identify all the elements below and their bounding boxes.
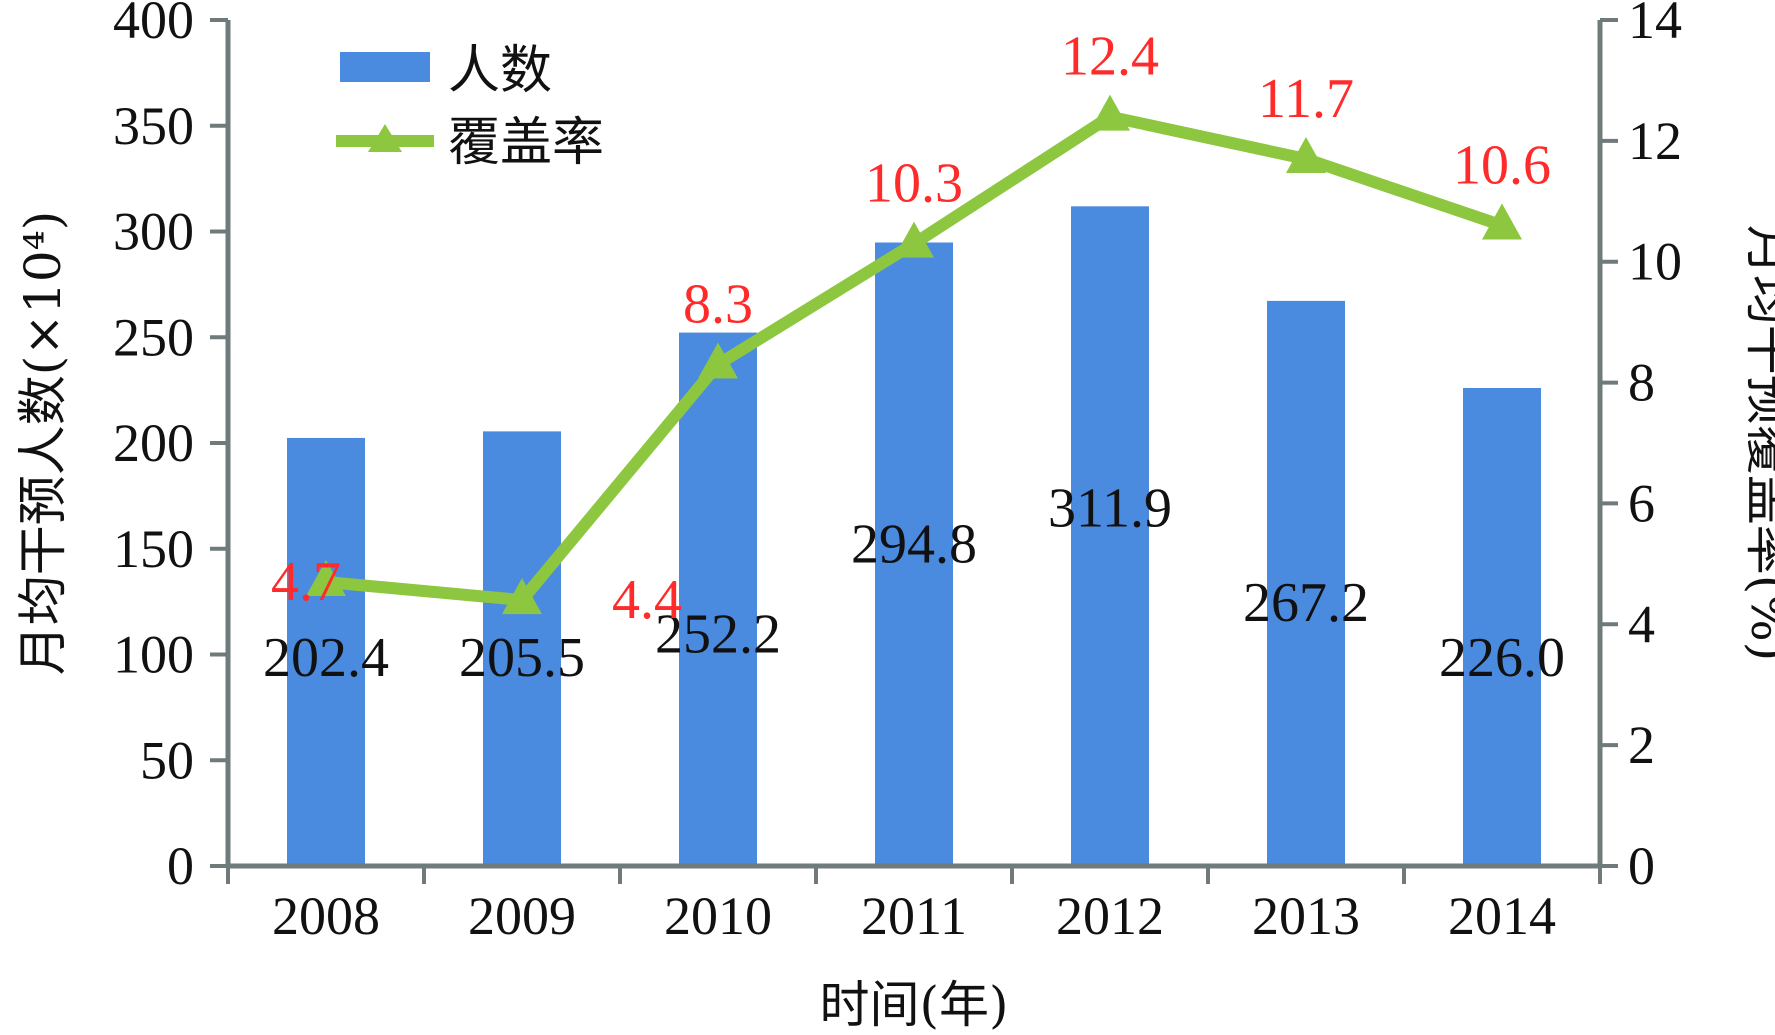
bar-2011 — [875, 242, 953, 867]
x-tick-label: 2009 — [468, 886, 576, 946]
x-tick-label: 2010 — [664, 886, 772, 946]
right-y-tick-label: 6 — [1628, 473, 1655, 533]
bar-2013 — [1267, 300, 1345, 866]
bar-value-label-2010: 252.2 — [655, 604, 781, 666]
right-y-tick-label: 12 — [1628, 111, 1682, 171]
coverage-marker-2013 — [1286, 136, 1326, 173]
right-y-axis-title: 月均干预覆盖率(%) — [1740, 225, 1775, 662]
left-y-tick-label: 150 — [113, 519, 194, 579]
left-y-tick-label: 250 — [113, 307, 194, 367]
bar-value-label-2013: 267.2 — [1243, 572, 1369, 634]
legend: 人数 覆盖率 — [336, 41, 604, 173]
coverage-marker-2011 — [894, 221, 934, 258]
left-y-axis-title: 月均干预人数(×10⁴) — [14, 211, 72, 676]
right-y-tick-label: 10 — [1628, 232, 1682, 292]
coverage-value-label-2014: 10.6 — [1453, 134, 1551, 196]
x-tick-label: 2014 — [1448, 886, 1556, 946]
coverage-marker-2008 — [306, 559, 346, 596]
x-tick-label: 2011 — [861, 886, 967, 946]
ticks-layer: 0 50 100 150 200 250 300 350 400 0 2 4 6 8 10 12 14 2008 2… — [113, 0, 1682, 946]
line-layer — [306, 94, 1522, 615]
bar-value-label-2011: 294.8 — [851, 513, 977, 575]
bar-value-label-2014: 226.0 — [1439, 627, 1565, 689]
x-tick-label: 2012 — [1056, 886, 1164, 946]
right-y-tick-label: 0 — [1628, 836, 1655, 896]
right-y-tick-label: 8 — [1628, 353, 1655, 413]
labels-layer: 202.4 205.5 252.2 294.8 311.9 267.2 226.0 4.7 4.… — [263, 26, 1565, 689]
coverage-value-label-2012: 12.4 — [1061, 26, 1159, 88]
coverage-value-label-2008: 4.7 — [271, 551, 341, 613]
x-tick-label: 2013 — [1252, 886, 1360, 946]
bar-2012 — [1071, 206, 1149, 867]
right-y-tick-label: 14 — [1628, 0, 1682, 50]
legend-bar-label: 人数 — [448, 41, 552, 101]
coverage-marker-2012 — [1090, 94, 1130, 131]
left-y-tick-label: 350 — [113, 96, 194, 156]
right-y-tick-label: 4 — [1628, 594, 1655, 654]
left-y-tick-label: 300 — [113, 202, 194, 262]
coverage-marker-2014 — [1482, 203, 1522, 240]
left-y-tick-label: 100 — [113, 625, 194, 685]
coverage-marker-2010 — [698, 342, 738, 379]
left-y-tick-label: 0 — [167, 836, 194, 896]
legend-line-label: 覆盖率 — [448, 113, 604, 173]
coverage-marker-2009 — [502, 578, 542, 615]
bar-value-label-2008: 202.4 — [263, 627, 389, 689]
left-y-tick-label: 200 — [113, 413, 194, 473]
bar-2010 — [679, 332, 757, 866]
coverage-value-label-2013: 11.7 — [1258, 68, 1354, 130]
bar-2008 — [287, 437, 365, 866]
left-y-tick-label: 50 — [140, 730, 194, 790]
bars-layer — [287, 206, 1541, 867]
legend-line-marker-icon — [368, 124, 402, 152]
coverage-value-label-2011: 10.3 — [865, 153, 963, 215]
bar-2009 — [483, 431, 561, 866]
bar-2014 — [1463, 388, 1541, 866]
legend-bar-swatch — [340, 52, 430, 82]
coverage-value-label-2010: 8.3 — [683, 273, 753, 335]
right-y-tick-label: 2 — [1628, 715, 1655, 775]
left-y-tick-label: 400 — [113, 0, 194, 50]
x-tick-label: 2008 — [272, 886, 380, 946]
coverage-value-label-2009: 4.4 — [612, 569, 682, 631]
bar-value-label-2012: 311.9 — [1048, 477, 1172, 539]
bar-value-label-2009: 205.5 — [459, 627, 585, 689]
x-axis-title: 时间(年) — [819, 976, 1008, 1034]
